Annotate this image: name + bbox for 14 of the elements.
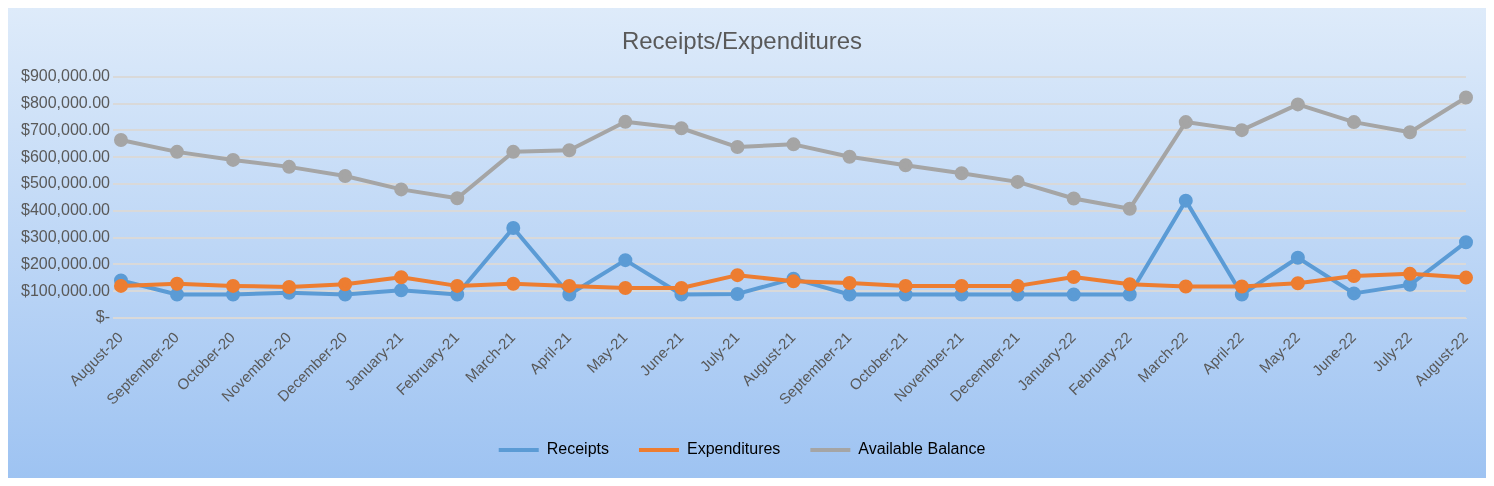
- y-tick-label: $-: [95, 308, 110, 326]
- legend-label: Available Balance: [858, 440, 986, 458]
- y-tick-label: $200,000.00: [20, 254, 111, 272]
- y-tick-label: $300,000.00: [20, 228, 111, 246]
- y-tick-label: $700,000.00: [20, 120, 111, 138]
- y-tick-label: $100,000.00: [20, 281, 111, 299]
- legend-label: Receipts: [546, 440, 609, 458]
- y-tick-label: $900,000.00: [20, 67, 111, 85]
- chart-title: Receipts/Expenditures: [621, 27, 863, 55]
- y-tick-label: $800,000.00: [20, 94, 111, 112]
- y-tick-label: $500,000.00: [20, 174, 111, 192]
- y-tick-label: $600,000.00: [20, 147, 111, 165]
- y-tick-label: $400,000.00: [20, 201, 111, 219]
- legend-label: Expenditures: [686, 440, 781, 458]
